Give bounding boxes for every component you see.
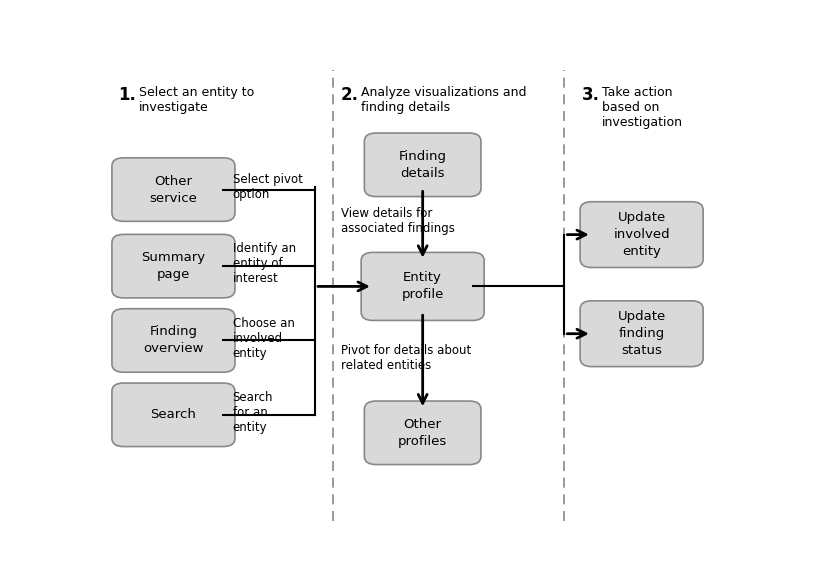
Text: Search
for an
entity: Search for an entity bbox=[233, 391, 273, 434]
FancyBboxPatch shape bbox=[580, 202, 703, 267]
FancyBboxPatch shape bbox=[112, 309, 235, 372]
Text: 1.: 1. bbox=[118, 86, 136, 104]
FancyBboxPatch shape bbox=[112, 383, 235, 446]
FancyBboxPatch shape bbox=[364, 401, 481, 464]
Text: Choose an
involved
entity: Choose an involved entity bbox=[233, 316, 294, 360]
Text: Search: Search bbox=[150, 408, 196, 421]
Text: Pivot for details about
related entities: Pivot for details about related entities bbox=[341, 345, 471, 373]
Text: Update
involved
entity: Update involved entity bbox=[613, 211, 670, 258]
Text: 2.: 2. bbox=[341, 86, 359, 104]
Text: Summary
page: Summary page bbox=[141, 251, 205, 281]
FancyBboxPatch shape bbox=[112, 235, 235, 298]
Text: Finding
overview: Finding overview bbox=[143, 325, 204, 356]
Text: Other
service: Other service bbox=[150, 174, 198, 205]
Text: Identify an
entity of
interest: Identify an entity of interest bbox=[233, 242, 296, 285]
Text: Select pivot
option: Select pivot option bbox=[233, 173, 302, 201]
Text: View details for
associated findings: View details for associated findings bbox=[341, 207, 455, 235]
Text: Update
finding
status: Update finding status bbox=[617, 310, 666, 357]
Text: Analyze visualizations and
finding details: Analyze visualizations and finding detai… bbox=[361, 86, 527, 114]
Text: Finding
details: Finding details bbox=[399, 150, 447, 180]
Text: Select an entity to
investigate: Select an entity to investigate bbox=[139, 86, 254, 114]
FancyBboxPatch shape bbox=[580, 301, 703, 367]
Text: Other
profiles: Other profiles bbox=[398, 418, 447, 448]
FancyBboxPatch shape bbox=[361, 252, 484, 321]
FancyBboxPatch shape bbox=[364, 133, 481, 197]
Text: Entity
profile: Entity profile bbox=[401, 271, 444, 301]
Text: 3.: 3. bbox=[582, 86, 600, 104]
FancyBboxPatch shape bbox=[112, 158, 235, 221]
Text: Take action
based on
investigation: Take action based on investigation bbox=[602, 86, 683, 129]
